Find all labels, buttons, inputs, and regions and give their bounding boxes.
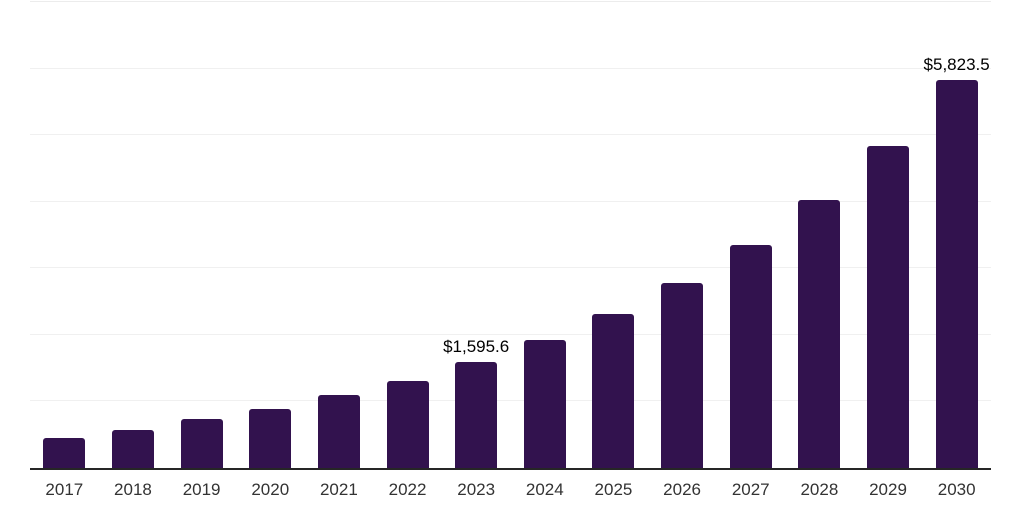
bar-2030[interactable] [935,80,978,468]
x-axis-label: 2018 [114,480,152,499]
gridline [30,134,991,136]
gridline [30,400,991,402]
bar-2026[interactable] [661,282,704,468]
bar-2029[interactable] [867,145,909,468]
x-axis-label: 2021 [319,480,358,499]
bar-2018[interactable] [111,430,154,468]
x-axis-label: 2020 [251,480,290,499]
bar-slot [716,2,785,468]
bar-2021[interactable] [317,395,360,468]
bar-2027[interactable] [729,245,772,468]
x-axis-label: 2019 [182,480,221,499]
bar-slot [167,2,236,468]
x-axis-label: 2023 [457,480,496,499]
bar-slot [373,2,442,468]
bar-value-label: $5,823.5 [923,55,990,75]
bars: $1,595.6 $5,823.5 [30,2,991,468]
gridline [30,333,991,335]
x-axis-label: 2025 [594,480,633,499]
bar-2020[interactable] [249,409,292,468]
bar-2017[interactable] [43,438,86,468]
x-axis-label: 2028 [800,480,839,499]
bar-2028[interactable] [798,200,841,468]
x-axis-label: 2022 [388,480,427,499]
bar-2019[interactable] [180,419,223,468]
bar-slot [510,2,579,468]
gridline [30,67,991,69]
bar-slot [785,2,854,468]
bar-slot [305,2,374,468]
bar-slot [236,2,305,468]
x-axis: 2017 2018 2019 2020 2021 2022 2023 2024 2025 2026… [30,481,991,498]
bar-slot [579,2,648,468]
gridline [30,267,991,269]
x-axis-label: 2026 [663,480,701,499]
bar-slot [648,2,717,468]
x-axis-label: 2017 [45,480,84,499]
x-axis-label: 2029 [869,480,907,499]
x-axis-label: 2024 [525,480,564,499]
bar-slot [854,2,923,468]
x-axis-label: 2027 [731,480,770,499]
bar-slot: $5,823.5 [922,2,991,468]
bar-2024[interactable] [523,340,566,468]
bar-value-label: $1,595.6 [443,336,510,356]
gridline [30,200,991,202]
bar-slot [30,2,99,468]
bar-2025[interactable] [592,314,635,468]
plot-area: $1,595.6 $5,823.5 [30,1,991,470]
x-axis-label: 2030 [937,480,976,499]
bar-slot [99,2,168,468]
bar-slot: $1,595.6 [442,2,511,468]
bar-2023[interactable] [455,361,498,468]
bar-2022[interactable] [386,381,429,468]
